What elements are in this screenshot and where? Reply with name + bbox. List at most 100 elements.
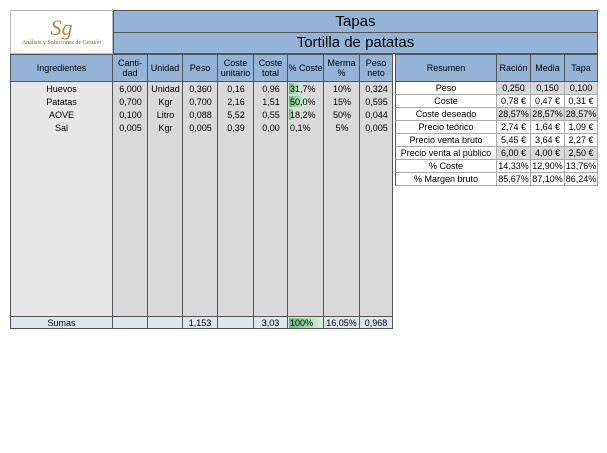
summary-cell: 5,45 € <box>497 134 531 147</box>
summary-cell: % Margen bruto <box>395 173 497 186</box>
cell: 0,700 <box>189 96 212 107</box>
cell: 0,1% <box>288 121 324 134</box>
summary-cell: 28,57% <box>531 108 565 121</box>
cell: 18,2% <box>288 108 324 121</box>
cell: Sal <box>54 122 68 133</box>
total-cell: 3,03 <box>254 316 288 329</box>
summary-cell: Precio venta bruto <box>395 134 497 147</box>
total-cell: 16,05% <box>324 316 360 329</box>
summary-header: Resumen <box>395 54 497 82</box>
cell-text: 18,2% <box>290 109 316 120</box>
cell: 10% <box>332 83 351 94</box>
subtitle: Tortilla de patatas <box>113 33 598 54</box>
summary-cell: 28,57% <box>565 108 598 121</box>
cell-text: 100% <box>290 317 314 328</box>
logo-tagline: Análisis y Soluciones de Gestión <box>21 40 102 46</box>
column-header: Coste total <box>254 54 288 82</box>
summary-cell: 3,64 € <box>531 134 565 147</box>
data-bar <box>289 96 306 107</box>
total-cell: 100% <box>288 316 324 329</box>
cell: 0,00 <box>262 122 280 133</box>
cell: 0,044 <box>365 109 388 120</box>
cell: 31,7% <box>288 82 324 95</box>
total-cell: 0,968 <box>360 316 393 329</box>
summary-cell: 4,00 € <box>531 147 565 160</box>
cell: Kgr <box>158 122 173 133</box>
summary-cell: Coste deseado <box>395 108 497 121</box>
summary-cell: 1,64 € <box>531 121 565 134</box>
column-header: Peso <box>183 54 218 82</box>
cell: 6,000 <box>119 83 142 94</box>
column-body <box>218 82 254 316</box>
cell: 0,005 <box>365 122 388 133</box>
cell: 1,51 <box>262 96 280 107</box>
cell: 5,52 <box>227 109 245 120</box>
summary-cell: 13,76% <box>565 160 598 173</box>
data-bar <box>289 318 323 328</box>
cell: 0,16 <box>227 83 245 94</box>
cell: 0,324 <box>365 83 388 94</box>
summary-cell: 2,74 € <box>497 121 531 134</box>
cell: 0,595 <box>365 96 388 107</box>
summary-cell: 0,150 <box>531 82 565 95</box>
cell: 50,0% <box>288 95 324 108</box>
cell: Unidad <box>151 83 180 94</box>
summary-cell: 0,47 € <box>531 95 565 108</box>
cell: 0,005 <box>189 122 212 133</box>
column-body <box>10 82 113 316</box>
summary-cell: 2,27 € <box>565 134 598 147</box>
summary-cell: 12,90% <box>531 160 565 173</box>
cell: Litro <box>156 109 175 120</box>
column-body <box>183 82 218 316</box>
column-header: % Coste <box>288 54 324 82</box>
logo: Sg Análisis y Soluciones de Gestión <box>10 10 113 54</box>
cell: 2,16 <box>227 96 245 107</box>
total-cell: Sumas <box>10 316 113 329</box>
column-header: Merma % <box>324 54 360 82</box>
cell: Patatas <box>46 96 77 107</box>
column-body <box>360 82 393 316</box>
summary-header: Media <box>531 54 565 82</box>
total-cell <box>148 316 183 329</box>
column-header: Canti-dad <box>113 54 148 82</box>
summary-cell: 28,57% <box>497 108 531 121</box>
cell: 0,100 <box>119 109 142 120</box>
cell: 5% <box>335 122 349 133</box>
total-cell <box>113 316 148 329</box>
summary-cell: % Coste <box>395 160 497 173</box>
cell: 0,700 <box>119 96 142 107</box>
summary-cell: 85,67% <box>497 173 531 186</box>
cell: 0,005 <box>119 122 142 133</box>
column-body <box>324 82 360 316</box>
cell: 0,360 <box>189 83 212 94</box>
summary-cell: 87,10% <box>531 173 565 186</box>
cell: Kgr <box>158 96 173 107</box>
cell: 50% <box>332 109 351 120</box>
column-header: Peso neto <box>360 54 393 82</box>
cell: 0,96 <box>262 83 280 94</box>
column-body <box>254 82 288 316</box>
summary-cell: Precio teórico <box>395 121 497 134</box>
column-body <box>288 82 324 316</box>
summary-cell: 14,33% <box>497 160 531 173</box>
column-header: Coste unitario <box>218 54 254 82</box>
column-body <box>113 82 148 316</box>
column-header: Unidad <box>148 54 183 82</box>
cell-text: 0,1% <box>290 122 311 133</box>
column-body <box>148 82 183 316</box>
cell: 0,55 <box>262 109 280 120</box>
cell: 0,088 <box>189 109 212 120</box>
summary-cell: 0,100 <box>565 82 598 95</box>
summary-cell: 0,250 <box>497 82 531 95</box>
summary-cell: Peso <box>395 82 497 95</box>
title: Tapas <box>113 10 598 33</box>
summary-header: Ración <box>497 54 531 82</box>
data-bar <box>289 83 300 94</box>
cell: AOVE <box>48 109 74 120</box>
column-header: Ingredientes <box>10 54 113 82</box>
cell: 15% <box>332 96 351 107</box>
cell-text: 50,0% <box>290 96 316 107</box>
cell-text: 31,7% <box>290 83 316 94</box>
summary-cell: Coste <box>395 95 497 108</box>
total-cell <box>218 316 254 329</box>
